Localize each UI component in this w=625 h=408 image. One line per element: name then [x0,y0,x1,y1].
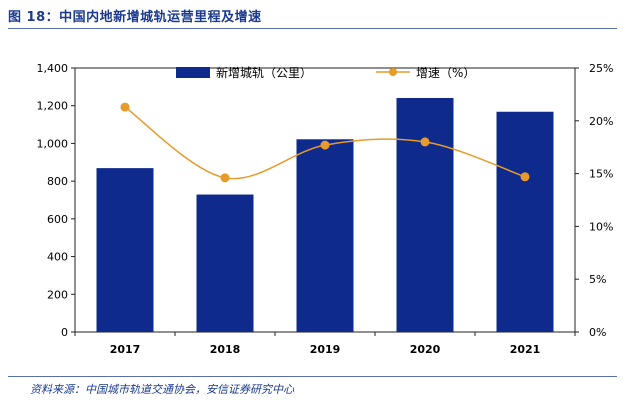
y-left-tick-label: 400 [47,251,68,264]
y-right-tick-label: 10% [589,220,613,233]
y-right-tick-label: 0% [589,326,606,339]
x-tick-label: 2017 [110,343,141,356]
x-tick-label: 2019 [310,343,341,356]
legend-line-marker [389,68,397,76]
growth-point-2021 [520,172,530,182]
x-tick-label: 2020 [410,343,441,356]
y-right-tick-label: 5% [589,273,606,286]
x-tick-label: 2018 [210,343,241,356]
bar-2018 [196,194,254,332]
bar-2020 [396,97,454,333]
x-tick-label: 2021 [510,343,541,356]
bar-2017 [96,168,154,332]
legend-bar-label: 新增城轨（公里） [216,65,312,80]
bar-2021 [496,111,554,333]
y-left-tick-label: 800 [47,175,68,188]
y-right-tick-label: 15% [589,168,613,181]
growth-point-2018 [220,173,230,183]
bar-2019 [296,139,354,332]
y-right-tick-label: 20% [589,115,613,128]
growth-point-2019 [320,140,330,150]
title-divider [8,28,617,29]
growth-point-2017 [120,102,130,112]
growth-point-2020 [420,137,430,147]
y-left-tick-label: 1,000 [37,137,69,150]
source-note: 资料来源：中国城市轨道交通协会，安信证券研究中心 [30,383,294,396]
y-left-tick-label: 1,400 [37,62,69,75]
source-divider [8,376,617,377]
y-right-tick-label: 25% [589,62,613,75]
y-left-tick-label: 0 [61,326,68,339]
y-left-tick-label: 200 [47,288,68,301]
y-left-tick-label: 600 [47,213,68,226]
legend-line-label: 增速（%） [416,66,475,80]
chart-title: 图 18：中国内地新增城轨运营里程及增速 [8,10,262,25]
legend-bar-swatch [176,67,210,78]
y-left-tick-label: 1,200 [37,100,69,113]
